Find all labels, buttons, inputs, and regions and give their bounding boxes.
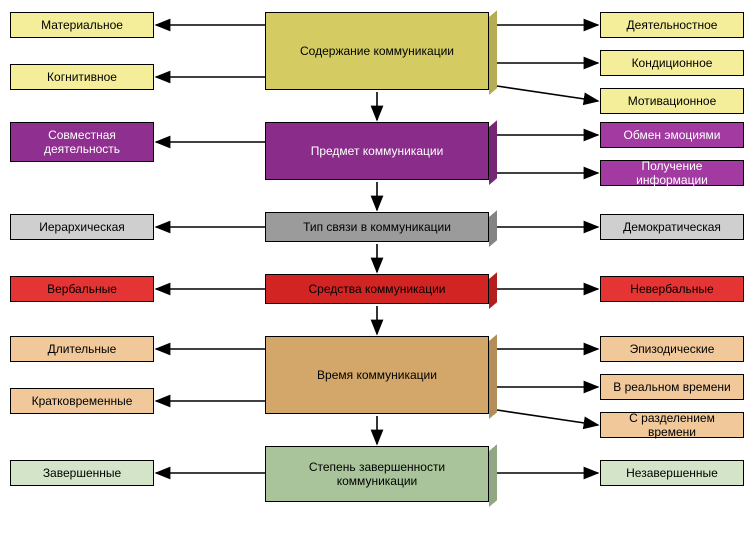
left-node: Длительные <box>10 336 154 362</box>
left-node: Кратковременные <box>10 388 154 414</box>
right-node: Мотивационное <box>600 88 744 114</box>
main-node-m3: Тип связи в коммуникации <box>265 212 489 242</box>
main-node-m4: Средства коммуникации <box>265 274 489 304</box>
left-node: Совместная деятельность <box>10 122 154 162</box>
main-node-m6: Степень завершенности коммуникации <box>265 446 489 502</box>
main-node-m5: Время коммуникации <box>265 336 489 414</box>
right-node: Демократическая <box>600 214 744 240</box>
main-node-label: Предмет коммуникации <box>265 122 489 180</box>
right-node: Невербальные <box>600 276 744 302</box>
main-node-m1: Содержание коммуникации <box>265 12 489 90</box>
right-node: С разделением времени <box>600 412 744 438</box>
main-node-m2: Предмет коммуникации <box>265 122 489 180</box>
right-node: Деятельностное <box>600 12 744 38</box>
left-node: Иерархическая <box>10 214 154 240</box>
right-node: Получение информации <box>600 160 744 186</box>
right-node: В реальном времени <box>600 374 744 400</box>
main-node-label: Степень завершенности коммуникации <box>265 446 489 502</box>
main-node-label: Содержание коммуникации <box>265 12 489 90</box>
left-node: Завершенные <box>10 460 154 486</box>
main-node-label: Средства коммуникации <box>265 274 489 304</box>
left-node: Материальное <box>10 12 154 38</box>
left-node: Вербальные <box>10 276 154 302</box>
right-node: Эпизодические <box>600 336 744 362</box>
right-node: Обмен эмоциями <box>600 122 744 148</box>
right-node: Незавершенные <box>600 460 744 486</box>
left-node: Когнитивное <box>10 64 154 90</box>
main-node-label: Время коммуникации <box>265 336 489 414</box>
main-node-label: Тип связи в коммуникации <box>265 212 489 242</box>
right-node: Кондиционное <box>600 50 744 76</box>
